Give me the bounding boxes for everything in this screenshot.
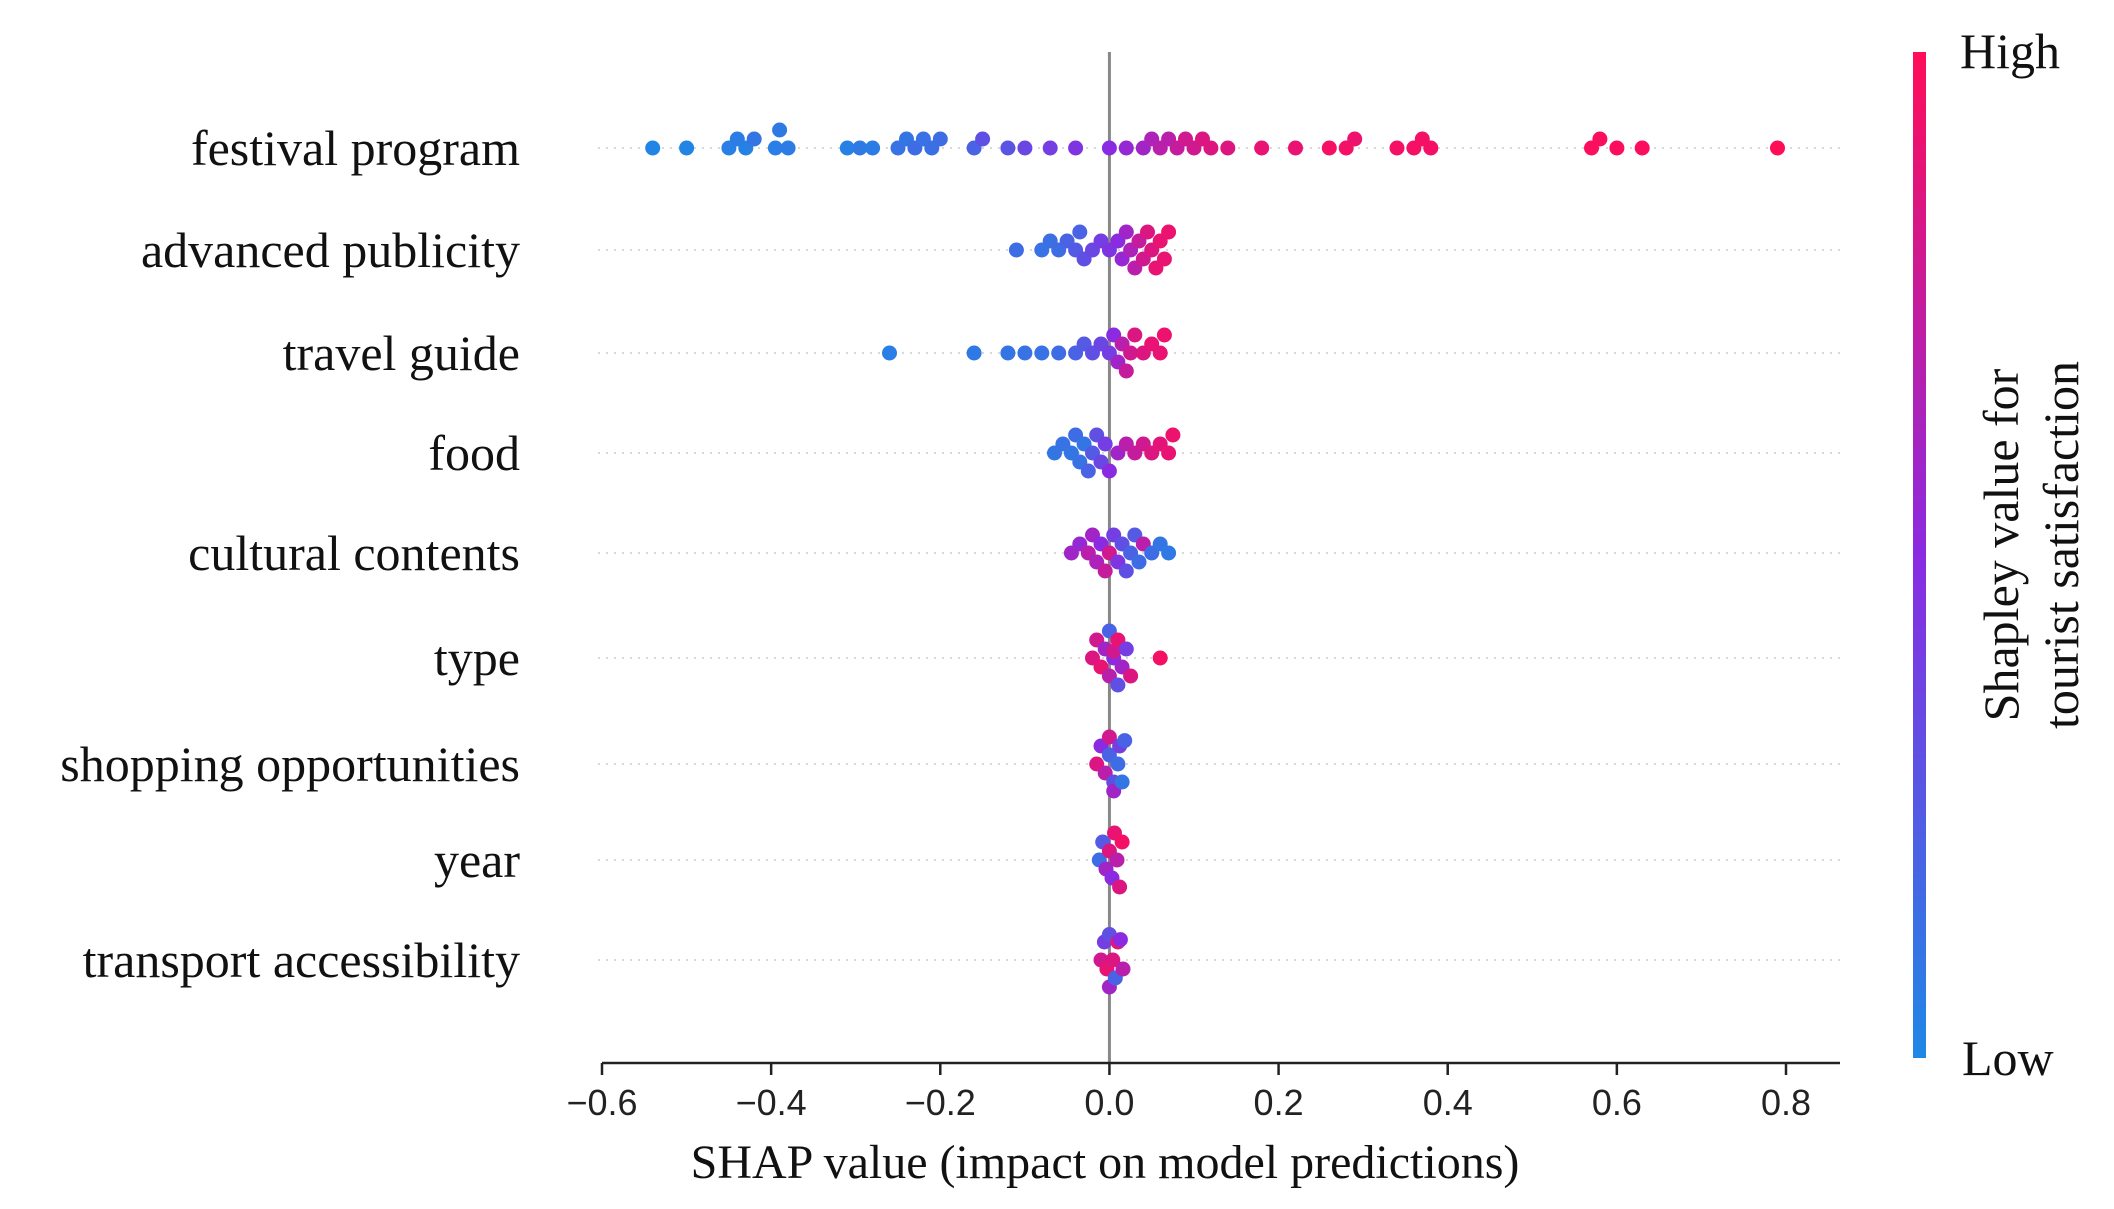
feature-label: transport accessibility — [83, 932, 520, 988]
data-point — [1110, 678, 1125, 693]
colorbar-low-label: Low — [1962, 1030, 2054, 1086]
data-point — [747, 132, 762, 147]
data-point — [1119, 141, 1134, 156]
data-point — [1115, 835, 1130, 850]
feature-label: food — [428, 425, 520, 481]
data-point — [967, 346, 982, 361]
data-point — [1153, 651, 1168, 666]
data-point — [1119, 642, 1134, 657]
x-axis-title: SHAP value (impact on model predictions) — [691, 1136, 1520, 1189]
data-point — [1110, 853, 1125, 868]
x-tick-label: 0.2 — [1254, 1082, 1304, 1123]
data-point — [1102, 464, 1117, 479]
data-point — [1423, 141, 1438, 156]
data-point — [1043, 141, 1058, 156]
data-point — [1098, 437, 1113, 452]
data-point — [865, 141, 880, 156]
data-point — [1609, 141, 1624, 156]
data-points — [645, 123, 1785, 995]
feature-label: shopping opportunities — [60, 736, 520, 792]
feature-label: advanced publicity — [141, 222, 520, 278]
data-point — [1322, 141, 1337, 156]
shap-summary-chart: festival program advanced publicity travel… — [0, 0, 2114, 1209]
data-point — [679, 141, 694, 156]
data-point — [1119, 225, 1134, 240]
data-point — [1132, 555, 1147, 570]
data-point — [1254, 141, 1269, 156]
data-point — [1112, 880, 1127, 895]
data-point — [1140, 225, 1155, 240]
colorbar-title-line1: Shapley value for — [1973, 368, 2029, 721]
data-point — [1017, 346, 1032, 361]
data-point — [933, 132, 948, 147]
data-point — [645, 141, 660, 156]
data-point — [1157, 328, 1172, 343]
data-point — [1288, 141, 1303, 156]
x-tick-label: 0.8 — [1761, 1082, 1811, 1123]
data-point — [1635, 141, 1650, 156]
data-point — [1119, 564, 1134, 579]
row-guides — [598, 148, 1840, 960]
data-point — [1000, 346, 1015, 361]
data-point — [1110, 757, 1125, 772]
data-point — [1117, 733, 1132, 748]
feature-label: type — [434, 630, 520, 686]
feature-label: year — [434, 832, 520, 888]
data-point — [1081, 464, 1096, 479]
data-point — [1203, 141, 1218, 156]
data-point — [1161, 546, 1176, 561]
colorbar-gradient — [1913, 52, 1926, 1058]
data-point — [1161, 446, 1176, 461]
data-point — [1347, 132, 1362, 147]
data-point — [1068, 141, 1083, 156]
data-point — [1165, 428, 1180, 443]
x-tick-label: 0.4 — [1423, 1082, 1473, 1123]
x-tick-label: −0.6 — [566, 1082, 637, 1123]
x-tick-label: 0.6 — [1592, 1082, 1642, 1123]
x-tick-label: 0.0 — [1084, 1082, 1134, 1123]
data-point — [1116, 962, 1131, 977]
data-point — [1017, 141, 1032, 156]
x-ticks: −0.6 −0.4 −0.2 0.0 0.2 0.4 0.6 0.8 — [566, 1063, 1811, 1123]
data-point — [781, 141, 796, 156]
data-point — [1000, 141, 1015, 156]
data-point — [1390, 141, 1405, 156]
data-point — [1051, 346, 1066, 361]
data-point — [1220, 141, 1235, 156]
data-point — [882, 346, 897, 361]
data-point — [1153, 346, 1168, 361]
colorbar-high-label: High — [1960, 23, 2060, 79]
data-point — [1127, 328, 1142, 343]
data-point — [1113, 932, 1128, 947]
data-point — [1592, 132, 1607, 147]
data-point — [1119, 364, 1134, 379]
data-point — [1072, 225, 1087, 240]
data-point — [1157, 252, 1172, 267]
x-tick-label: −0.2 — [905, 1082, 976, 1123]
feature-label: festival program — [191, 120, 520, 176]
feature-label: cultural contents — [188, 525, 520, 581]
x-tick-label: −0.4 — [736, 1082, 807, 1123]
data-point — [975, 132, 990, 147]
data-point — [1034, 346, 1049, 361]
colorbar: High Low Shapley value for tourist satis… — [1913, 23, 2089, 1086]
data-point — [1123, 669, 1138, 684]
feature-label: travel guide — [283, 325, 520, 381]
data-point — [1009, 243, 1024, 258]
feature-labels: festival program advanced publicity travel… — [60, 120, 520, 988]
data-point — [1770, 141, 1785, 156]
data-point — [772, 123, 787, 138]
colorbar-title-line2: tourist satisfaction — [2033, 361, 2089, 729]
data-point — [1161, 225, 1176, 240]
data-point — [1102, 141, 1117, 156]
data-point — [1115, 775, 1130, 790]
data-point — [1098, 564, 1113, 579]
